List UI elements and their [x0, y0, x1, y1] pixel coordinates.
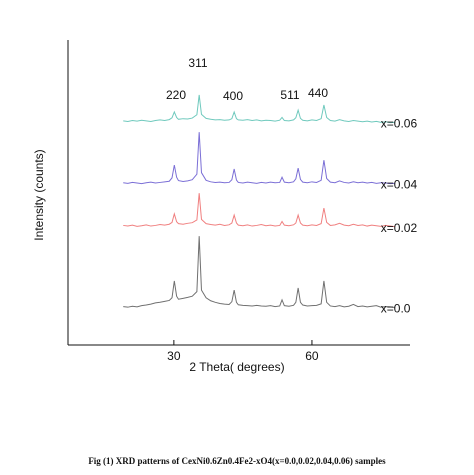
peak-label: 311: [188, 56, 207, 70]
peak-label: 511: [280, 88, 299, 102]
peak-label: 400: [223, 89, 243, 103]
series-label: x=0.06: [381, 117, 418, 131]
peak-label: 220: [166, 88, 186, 102]
series-line: [123, 236, 395, 308]
series-label: x=0.04: [381, 178, 418, 192]
x-tick-label: 30: [167, 349, 181, 363]
x-tick-label: 60: [305, 349, 319, 363]
caption: Fig (1) XRD patterns of CexNi0.6Zn0.4Fe2…: [88, 456, 386, 466]
series-line: [123, 132, 395, 185]
peak-label: 440: [308, 86, 328, 100]
y-axis-label: Intensity (counts): [32, 149, 46, 240]
series-label: x=0.02: [381, 221, 418, 235]
x-axis-label: 2 Theta( degrees): [189, 360, 284, 374]
series-line: [123, 193, 395, 228]
series-label: x=0.0: [381, 302, 411, 316]
series-line: [123, 94, 395, 124]
